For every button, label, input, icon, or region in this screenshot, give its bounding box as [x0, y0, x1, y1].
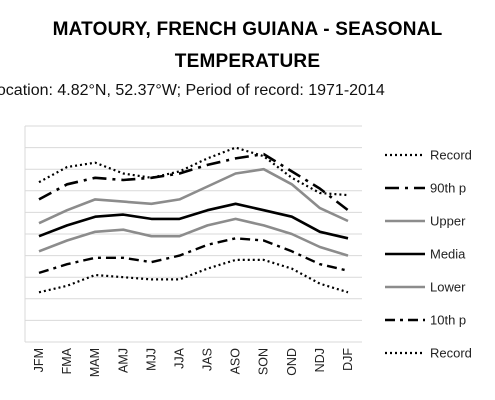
series-line-1 [38, 146, 349, 197]
series-line-2 [38, 152, 349, 212]
series-line-6 [38, 237, 349, 275]
x-tick-label: JJA [172, 347, 186, 369]
x-tick-label: OND [285, 348, 299, 376]
x-tick-label: AMJ [116, 348, 130, 373]
legend-label: Media [430, 247, 466, 262]
x-tick-label: ASO [229, 348, 243, 375]
legend-label: 10th p [430, 313, 466, 328]
chart-title-line-2: TEMPERATURE [174, 51, 321, 72]
series-line-4 [38, 202, 349, 240]
x-tick-label: NDJ [313, 348, 327, 372]
x-tick-label: JAS [201, 348, 215, 371]
legend-label: 90th p [430, 181, 466, 196]
x-tick-label: DJF [341, 348, 355, 371]
series-line-5 [38, 217, 349, 257]
series-line-7 [38, 258, 349, 294]
chart-subtitle: Location: 4.82°N, 52.37°W; Period of rec… [0, 82, 385, 99]
legend-label: Upper [430, 214, 466, 229]
x-tick-label: MAM [88, 348, 102, 377]
series-line-3 [38, 167, 349, 225]
x-tick-label: JFM [32, 348, 46, 372]
chart-title-line-1: MATOURY, FRENCH GUIANA - SEASONAL [52, 19, 443, 40]
legend-label: Record [430, 346, 472, 361]
legend-label: Lower [430, 280, 466, 295]
x-tick-label: SON [257, 348, 271, 375]
x-tick-label: MJJ [144, 348, 158, 371]
x-tick-label: FMA [60, 347, 74, 374]
legend-label: Record [430, 148, 472, 163]
